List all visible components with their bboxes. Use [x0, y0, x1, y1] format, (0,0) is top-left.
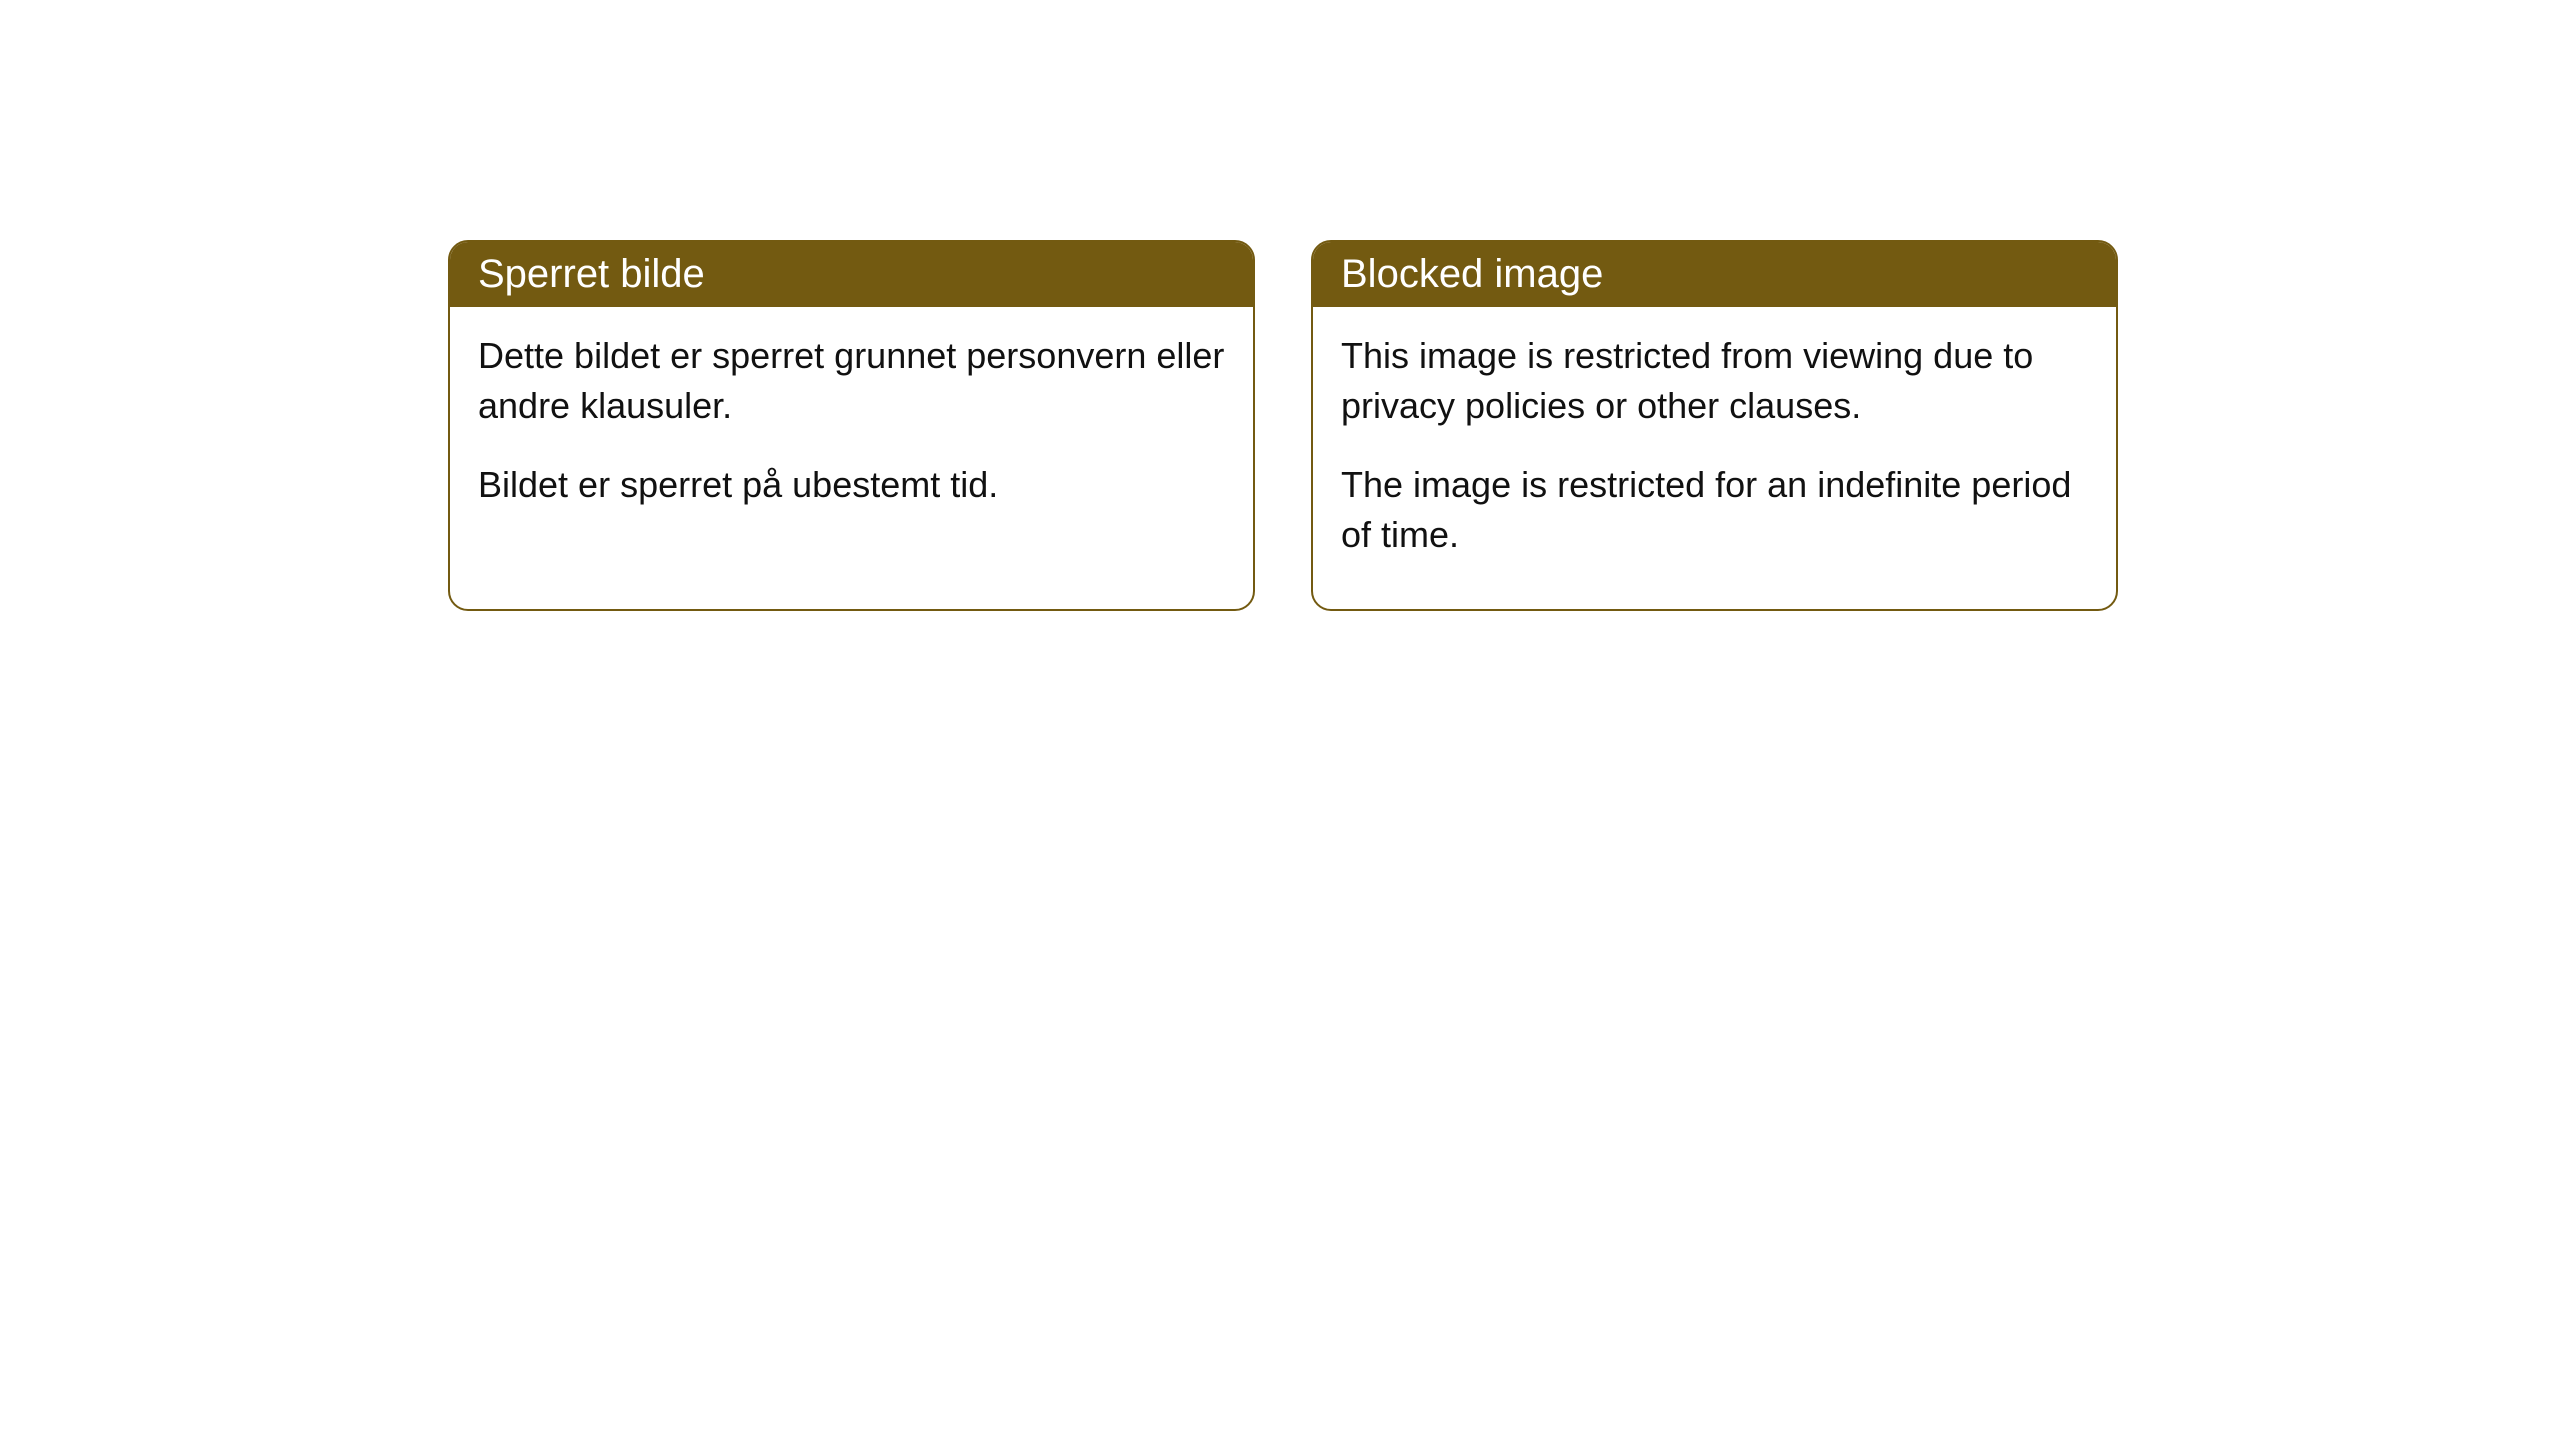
notice-card-norwegian: Sperret bilde Dette bildet er sperret gr… — [448, 240, 1255, 611]
card-paragraph: This image is restricted from viewing du… — [1341, 331, 2088, 432]
card-body: This image is restricted from viewing du… — [1313, 307, 2116, 609]
card-header: Blocked image — [1313, 242, 2116, 307]
card-title: Blocked image — [1341, 252, 1603, 296]
notice-cards-container: Sperret bilde Dette bildet er sperret gr… — [448, 240, 2118, 611]
card-paragraph: Dette bildet er sperret grunnet personve… — [478, 331, 1225, 432]
card-header: Sperret bilde — [450, 242, 1253, 307]
card-paragraph: The image is restricted for an indefinit… — [1341, 460, 2088, 561]
card-paragraph: Bildet er sperret på ubestemt tid. — [478, 460, 1225, 510]
notice-card-english: Blocked image This image is restricted f… — [1311, 240, 2118, 611]
card-body: Dette bildet er sperret grunnet personve… — [450, 307, 1253, 558]
card-title: Sperret bilde — [478, 252, 705, 296]
